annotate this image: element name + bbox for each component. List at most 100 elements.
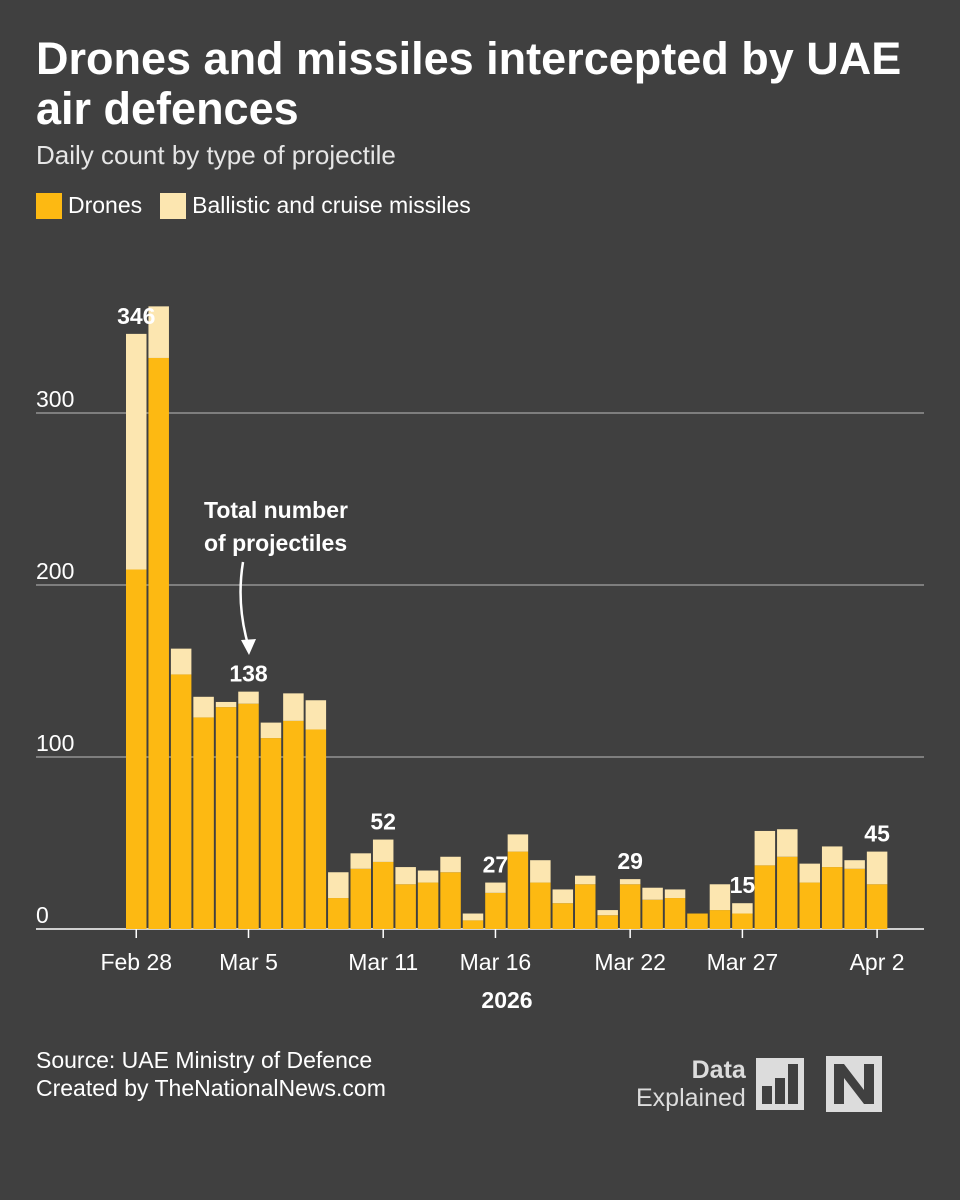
bar-missiles <box>126 333 147 570</box>
legend-label-drones: Drones <box>68 192 143 218</box>
source-text: Source: UAE Ministry of Defence <box>36 1047 373 1073</box>
bar-missiles <box>170 648 192 675</box>
brand-line2: Explained <box>636 1084 746 1112</box>
annotation: Total number of projectiles <box>204 497 348 655</box>
bar-missiles <box>260 722 282 739</box>
bar-drones <box>170 674 192 929</box>
legend-item-drones: Drones <box>36 192 142 219</box>
data-label: 29 <box>617 848 643 874</box>
bar-drones <box>126 569 147 929</box>
bar-missiles <box>664 889 686 899</box>
bar-missiles <box>597 910 618 916</box>
bar-missiles <box>440 856 461 873</box>
bar-drones <box>507 851 529 929</box>
bar-drones <box>485 892 506 929</box>
annotation-text-line1: Total number <box>204 497 348 523</box>
legend-swatch-missiles <box>160 192 187 219</box>
brand: Data Explained <box>636 1054 884 1114</box>
bar-drones <box>417 882 439 929</box>
bar-missiles <box>709 884 731 911</box>
bar-drones <box>440 872 461 929</box>
bar-missiles <box>866 851 888 885</box>
x-axis: Feb 28 Mar 5 Mar 11 Mar 16 Mar 22 Mar 27 Apr 2 <box>100 929 905 975</box>
bar-missiles <box>575 875 596 885</box>
bar-missiles <box>485 882 506 893</box>
bar-missiles <box>283 693 304 721</box>
y-tick-label: 300 <box>36 386 74 412</box>
legend-swatch-drones <box>36 192 62 219</box>
bar-drones <box>260 738 282 929</box>
bar-missiles <box>552 889 574 904</box>
bar-missiles <box>215 701 237 708</box>
x-axis-title: 2026 <box>481 987 532 1013</box>
bar-drones <box>148 357 169 930</box>
x-tick-label: Mar 22 <box>594 949 666 975</box>
annotation-arrowhead <box>241 639 256 655</box>
footer: Source: UAE Ministry of Defence Created … <box>36 1046 386 1102</box>
bar-missiles <box>507 834 529 852</box>
bar-chart-icon <box>755 1058 804 1110</box>
bar-drones <box>732 913 753 929</box>
legend: Drones Ballistic and cruise missiles <box>36 192 489 219</box>
bar-drones <box>619 884 641 929</box>
bar-drones <box>215 707 237 929</box>
bar-drones <box>395 884 416 929</box>
bar-missiles <box>395 867 416 885</box>
bar-drones <box>350 868 371 929</box>
chart-title: Drones and missiles intercepted by UAE a… <box>36 33 902 134</box>
bar-drones <box>642 899 663 929</box>
bar-missiles <box>462 913 484 921</box>
bar-missiles <box>777 829 798 857</box>
data-label: 15 <box>730 872 756 898</box>
annotation-text-line2: of projectiles <box>204 530 347 556</box>
bar-drones <box>754 865 776 929</box>
bar-missiles <box>328 872 349 899</box>
bar-missiles <box>238 691 259 704</box>
x-tick-label: Mar 27 <box>707 949 779 975</box>
bar-missiles <box>821 846 843 868</box>
bar-drones <box>238 703 259 929</box>
bar-drones <box>664 898 686 929</box>
bar-missiles <box>844 860 865 869</box>
data-label: 52 <box>370 809 396 835</box>
bar-drones <box>821 867 843 929</box>
bar-drones <box>866 884 888 929</box>
data-label: 27 <box>483 852 509 878</box>
y-tick-label: 0 <box>36 902 49 928</box>
bars <box>126 306 888 930</box>
annotation-arrow <box>239 561 251 649</box>
data-label: 346 <box>117 303 155 329</box>
bar-missiles <box>148 306 169 358</box>
x-tick-label: Mar 11 <box>348 949 418 975</box>
bar-drones <box>552 903 574 929</box>
bar-missiles <box>193 696 214 718</box>
x-tick-label: Feb 28 <box>100 949 172 975</box>
bar-drones <box>777 856 798 929</box>
data-labels: 346 138 52 27 29 15 45 <box>117 303 890 898</box>
bar-missiles <box>619 879 641 885</box>
credit-text: Created by TheNationalNews.com <box>36 1075 386 1101</box>
y-tick-label: 200 <box>36 558 74 584</box>
bar-missiles <box>754 830 776 866</box>
x-tick-label: Apr 2 <box>850 949 905 975</box>
data-label: 138 <box>229 661 268 687</box>
legend-label-missiles: Ballistic and cruise missiles <box>192 192 471 218</box>
data-label: 45 <box>864 821 890 847</box>
bar-drones <box>575 884 596 929</box>
bar-drones <box>799 882 820 929</box>
bar-chart: 0 100 200 300 Feb 28 Mar 5 Mar 11 Mar 16 Mar 22… <box>36 303 924 1013</box>
y-tick-label: 100 <box>36 730 74 756</box>
bar-drones <box>597 915 618 929</box>
bar-drones <box>844 868 865 929</box>
chart-subtitle: Daily count by type of projectile <box>36 140 396 170</box>
x-tick-label: Mar 16 <box>460 949 532 975</box>
bar-missiles <box>799 863 820 883</box>
bar-drones <box>305 729 327 929</box>
the-national-n-icon <box>825 1056 882 1112</box>
bar-drones <box>283 720 304 929</box>
brand-text: Data Explained <box>636 1056 746 1112</box>
bar-missiles <box>642 887 663 900</box>
bar-missiles <box>732 903 753 914</box>
bar-missiles <box>305 700 327 730</box>
